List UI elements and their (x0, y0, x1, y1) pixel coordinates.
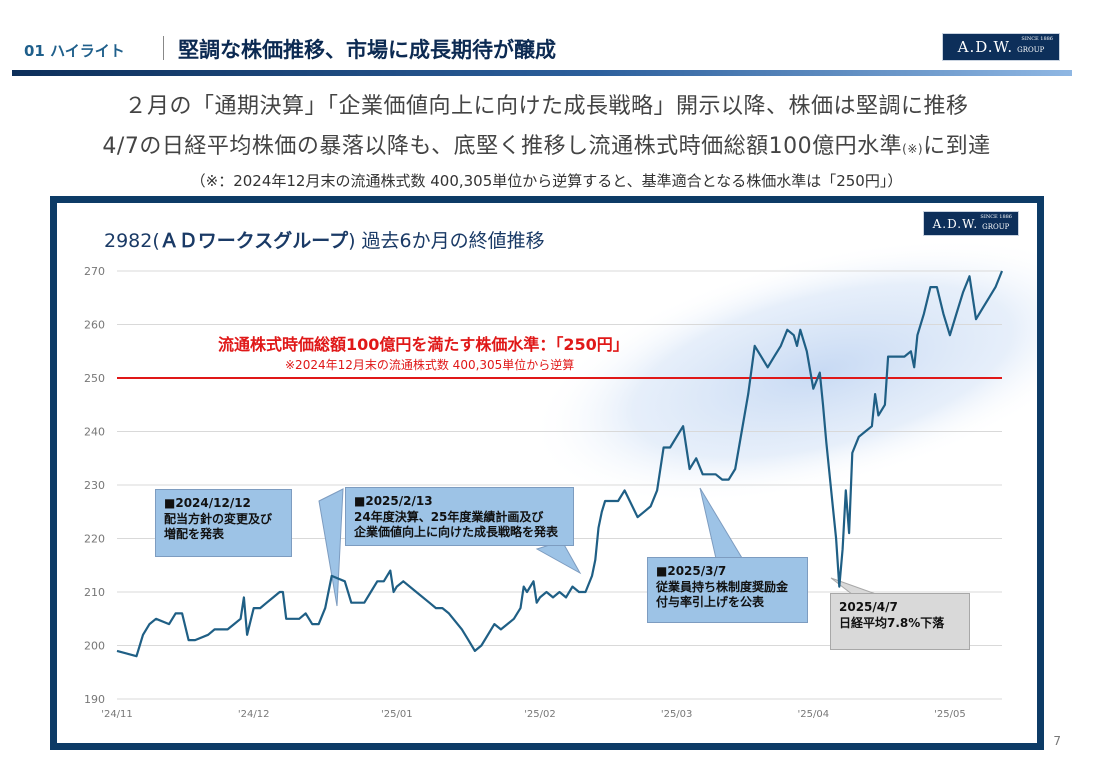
chart-logo-text: A.D.W. (932, 216, 979, 231)
callout-results-text-2: 企業価値向上に向けた成長戦略を発表 (354, 525, 559, 540)
chart-logo-since: SINCE 1886 (980, 214, 1012, 220)
logo-text: A.D.W. (957, 38, 1014, 56)
x-tick-label: '25/01 (381, 709, 413, 720)
callout-results: ■2025/2/13 24年度決算、25年度業績計画及び 企業価値向上に向けた成… (345, 487, 574, 546)
callout-esop-date: ■2025/3/7 (656, 564, 727, 578)
chart-title-code: 2982( (104, 230, 160, 252)
lead-line-2-note-mark: (※) (902, 142, 924, 156)
chart-logo-group: GROUP (982, 222, 1010, 231)
callout-nikkei-text: 日経平均7.8%下落 (839, 615, 945, 630)
page-number: 7 (1053, 734, 1061, 748)
slide-header: 01 ハイライト 堅調な株価推移、市場に成長期待が醸成 SINCE 1886 A… (0, 0, 1093, 78)
y-tick-label: 260 (84, 319, 105, 332)
y-tick-label: 270 (84, 265, 105, 278)
lead-note: （※：2024年12月末の流通株式数 400,305単位から逆算すると、基準適合… (190, 172, 903, 190)
logo-group: GROUP (1017, 46, 1045, 54)
x-axis: '24/11 '24/12 '25/01 '25/02 '25/03 '25/04 '25/… (101, 709, 966, 720)
stock-price-chart: 190 200 210 220 230 240 250 260 270 '24/11 '24/12… (84, 237, 1037, 720)
price-series-line (116, 270, 1004, 658)
header-divider (163, 36, 164, 60)
chart-title-name: ＡＤワークスグループ (159, 230, 349, 252)
y-tick-label: 220 (84, 533, 105, 546)
lead-line-1: ２月の「通期決算」「企業価値向上に向けた成長戦略」開示以降、株価は堅調に推移 (124, 94, 969, 119)
highlight-glow (529, 237, 1037, 505)
x-tick-label: '25/02 (524, 709, 556, 720)
lead-line-2-end: に到達 (923, 134, 991, 159)
threshold-sublabel: ※2024年12月末の流通株式数 400,305単位から逆算 (285, 358, 575, 372)
callout-esop-text-1: 従業員持ち株制度奨励金 (656, 579, 789, 594)
x-tick-label: '24/12 (238, 709, 270, 720)
header-rule (12, 70, 1072, 76)
chart-title: 2982(ＡＤワークスグループ) 過去6か月の終値推移 (104, 226, 545, 253)
callout-esop: ■2025/3/7 従業員持ち株制度奨励金 付与率引上げを公表 (647, 557, 808, 623)
callout-dividend-text-2: 増配を発表 (164, 527, 225, 542)
y-tick-label: 200 (84, 640, 105, 653)
callout-1-pointer (318, 488, 344, 607)
callout-nikkei-date: 2025/4/7 (839, 600, 898, 614)
y-axis: 190 200 210 220 230 240 250 260 270 (84, 265, 105, 706)
y-tick-label: 230 (84, 479, 105, 492)
lead-line-2: 4/7の日経平均株価の暴落以降も、底堅く推移し流通株式時価総額100億円水準(※… (0, 128, 1093, 160)
threshold-label: 流通株式時価総額100億円を満たす株価水準：「250円」 (218, 335, 629, 354)
x-tick-label: '25/03 (661, 709, 693, 720)
lead-line-2-main: 4/7の日経平均株価の暴落以降も、底堅く推移し流通株式時価総額100億円水準 (102, 134, 903, 159)
logo-since: SINCE 1886 (1021, 36, 1053, 42)
y-tick-label: 250 (84, 372, 105, 385)
callout-results-text-1: 24年度決算、25年度業績計画及び (354, 509, 544, 524)
callout-dividend-date: ■2024/12/12 (164, 496, 251, 510)
y-tick-label: 240 (84, 426, 105, 439)
page-title: 堅調な株価推移、市場に成長期待が醸成 (178, 38, 556, 62)
callout-dividend: ■2024/12/12 配当方針の変更及び 増配を発表 (155, 489, 292, 557)
y-tick-label: 210 (84, 586, 105, 599)
x-tick-label: '25/05 (934, 709, 966, 720)
y-tick-label: 190 (84, 693, 105, 706)
chart-title-rest: ) 過去6か月の終値推移 (348, 230, 545, 252)
callout-nikkei: 2025/4/7 日経平均7.8%下落 (830, 593, 970, 650)
callout-esop-text-2: 付与率引上げを公表 (656, 595, 765, 610)
callout-results-date: ■2025/2/13 (354, 494, 433, 508)
x-tick-label: '24/11 (101, 709, 133, 720)
chart-logo: SINCE 1886 A.D.W. GROUP (923, 211, 1019, 236)
section-label: 01 ハイライト (24, 42, 125, 60)
x-tick-label: '25/04 (797, 709, 829, 720)
company-logo: SINCE 1886 A.D.W. GROUP (942, 33, 1060, 61)
callout-dividend-text-1: 配当方針の変更及び (164, 511, 273, 526)
